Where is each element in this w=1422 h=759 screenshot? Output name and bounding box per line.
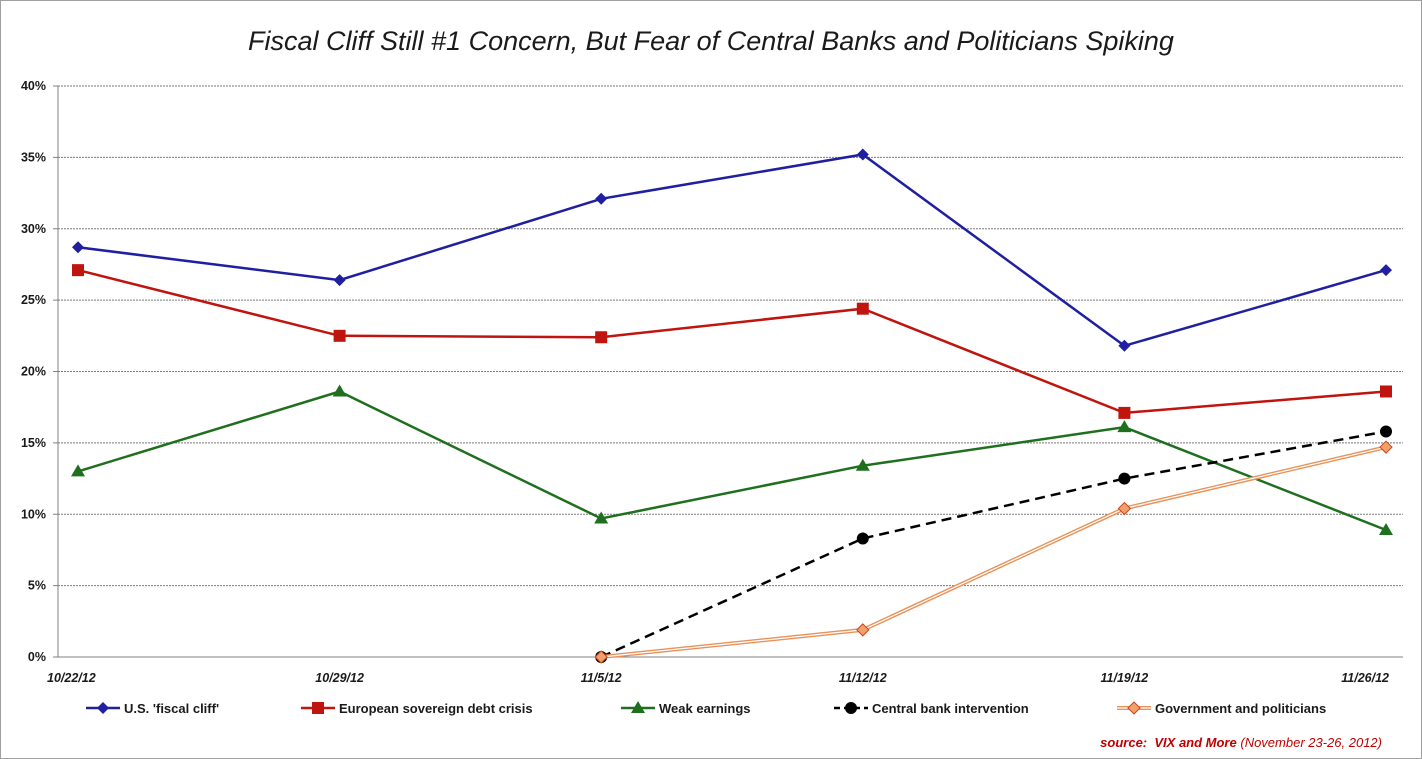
legend-marker: [631, 701, 645, 713]
y-tick-label: 35%: [21, 150, 46, 164]
series-line-2: [77, 268, 1387, 415]
series-line-1: [77, 153, 1387, 348]
data-point: [1118, 472, 1131, 485]
data-point: [333, 274, 346, 287]
data-point: [855, 458, 870, 471]
legend-label: Government and politicians: [1155, 701, 1326, 716]
legend-marker: [845, 702, 857, 714]
y-tick-label: 40%: [21, 79, 46, 93]
data-point: [333, 329, 346, 342]
data-point: [595, 192, 608, 205]
x-tick-label: 11/19/12: [1101, 671, 1149, 685]
y-tick-label: 10%: [21, 507, 46, 521]
data-point: [1380, 425, 1392, 438]
x-tick-label: 10/29/12: [315, 671, 364, 685]
data-point: [1379, 440, 1393, 454]
legend-marker: [312, 702, 324, 714]
data-point: [856, 532, 869, 545]
legend-marker: [1127, 701, 1141, 715]
legend-label: Weak earnings: [659, 701, 751, 716]
source-prefix: source:: [1100, 735, 1148, 750]
data-point: [856, 148, 869, 161]
data-point: [1380, 385, 1392, 398]
x-tick-label: 11/5/12: [581, 671, 622, 685]
series-line-3: [77, 390, 1387, 532]
y-tick-label: 25%: [21, 293, 46, 307]
source-name: VIX and More: [1154, 735, 1237, 750]
series-line-5-inner: [601, 446, 1387, 658]
legend-label: European sovereign debt crisis: [339, 701, 533, 716]
x-tick-label: 10/22/12: [47, 671, 96, 685]
source-date: (November 23-26, 2012): [1240, 735, 1382, 750]
x-tick-label: 11/26/12: [1341, 671, 1389, 685]
x-tick-label: 11/12/12: [839, 671, 887, 685]
data-point: [71, 464, 85, 477]
data-point: [856, 302, 869, 315]
data-point: [1118, 406, 1131, 419]
data-point: [1117, 420, 1132, 433]
y-tick-label: 15%: [21, 436, 46, 450]
series-line-5: [600, 445, 1387, 659]
data-point: [332, 384, 347, 397]
data-point: [72, 241, 84, 254]
chart-title: Fiscal Cliff Still #1 Concern, But Fear …: [248, 26, 1174, 56]
data-point: [1118, 339, 1131, 352]
data-point: [594, 511, 609, 524]
data-point: [594, 650, 608, 664]
data-point: [1380, 264, 1392, 277]
data-point: [1379, 522, 1393, 535]
legend-label: Central bank intervention: [872, 701, 1029, 716]
data-point: [1117, 501, 1132, 516]
series-line-4: [600, 430, 1387, 659]
legend-marker: [97, 702, 109, 714]
y-tick-label: 5%: [28, 579, 46, 593]
y-tick-label: 0%: [28, 650, 46, 664]
data-point: [856, 623, 870, 637]
source-note: source: VIX and More (November 23-26, 20…: [1100, 735, 1382, 750]
y-tick-label: 30%: [21, 222, 46, 236]
legend-label: U.S. 'fiscal cliff': [124, 701, 219, 716]
data-point: [595, 331, 608, 344]
data-point: [72, 264, 84, 277]
y-tick-label: 20%: [21, 365, 46, 379]
